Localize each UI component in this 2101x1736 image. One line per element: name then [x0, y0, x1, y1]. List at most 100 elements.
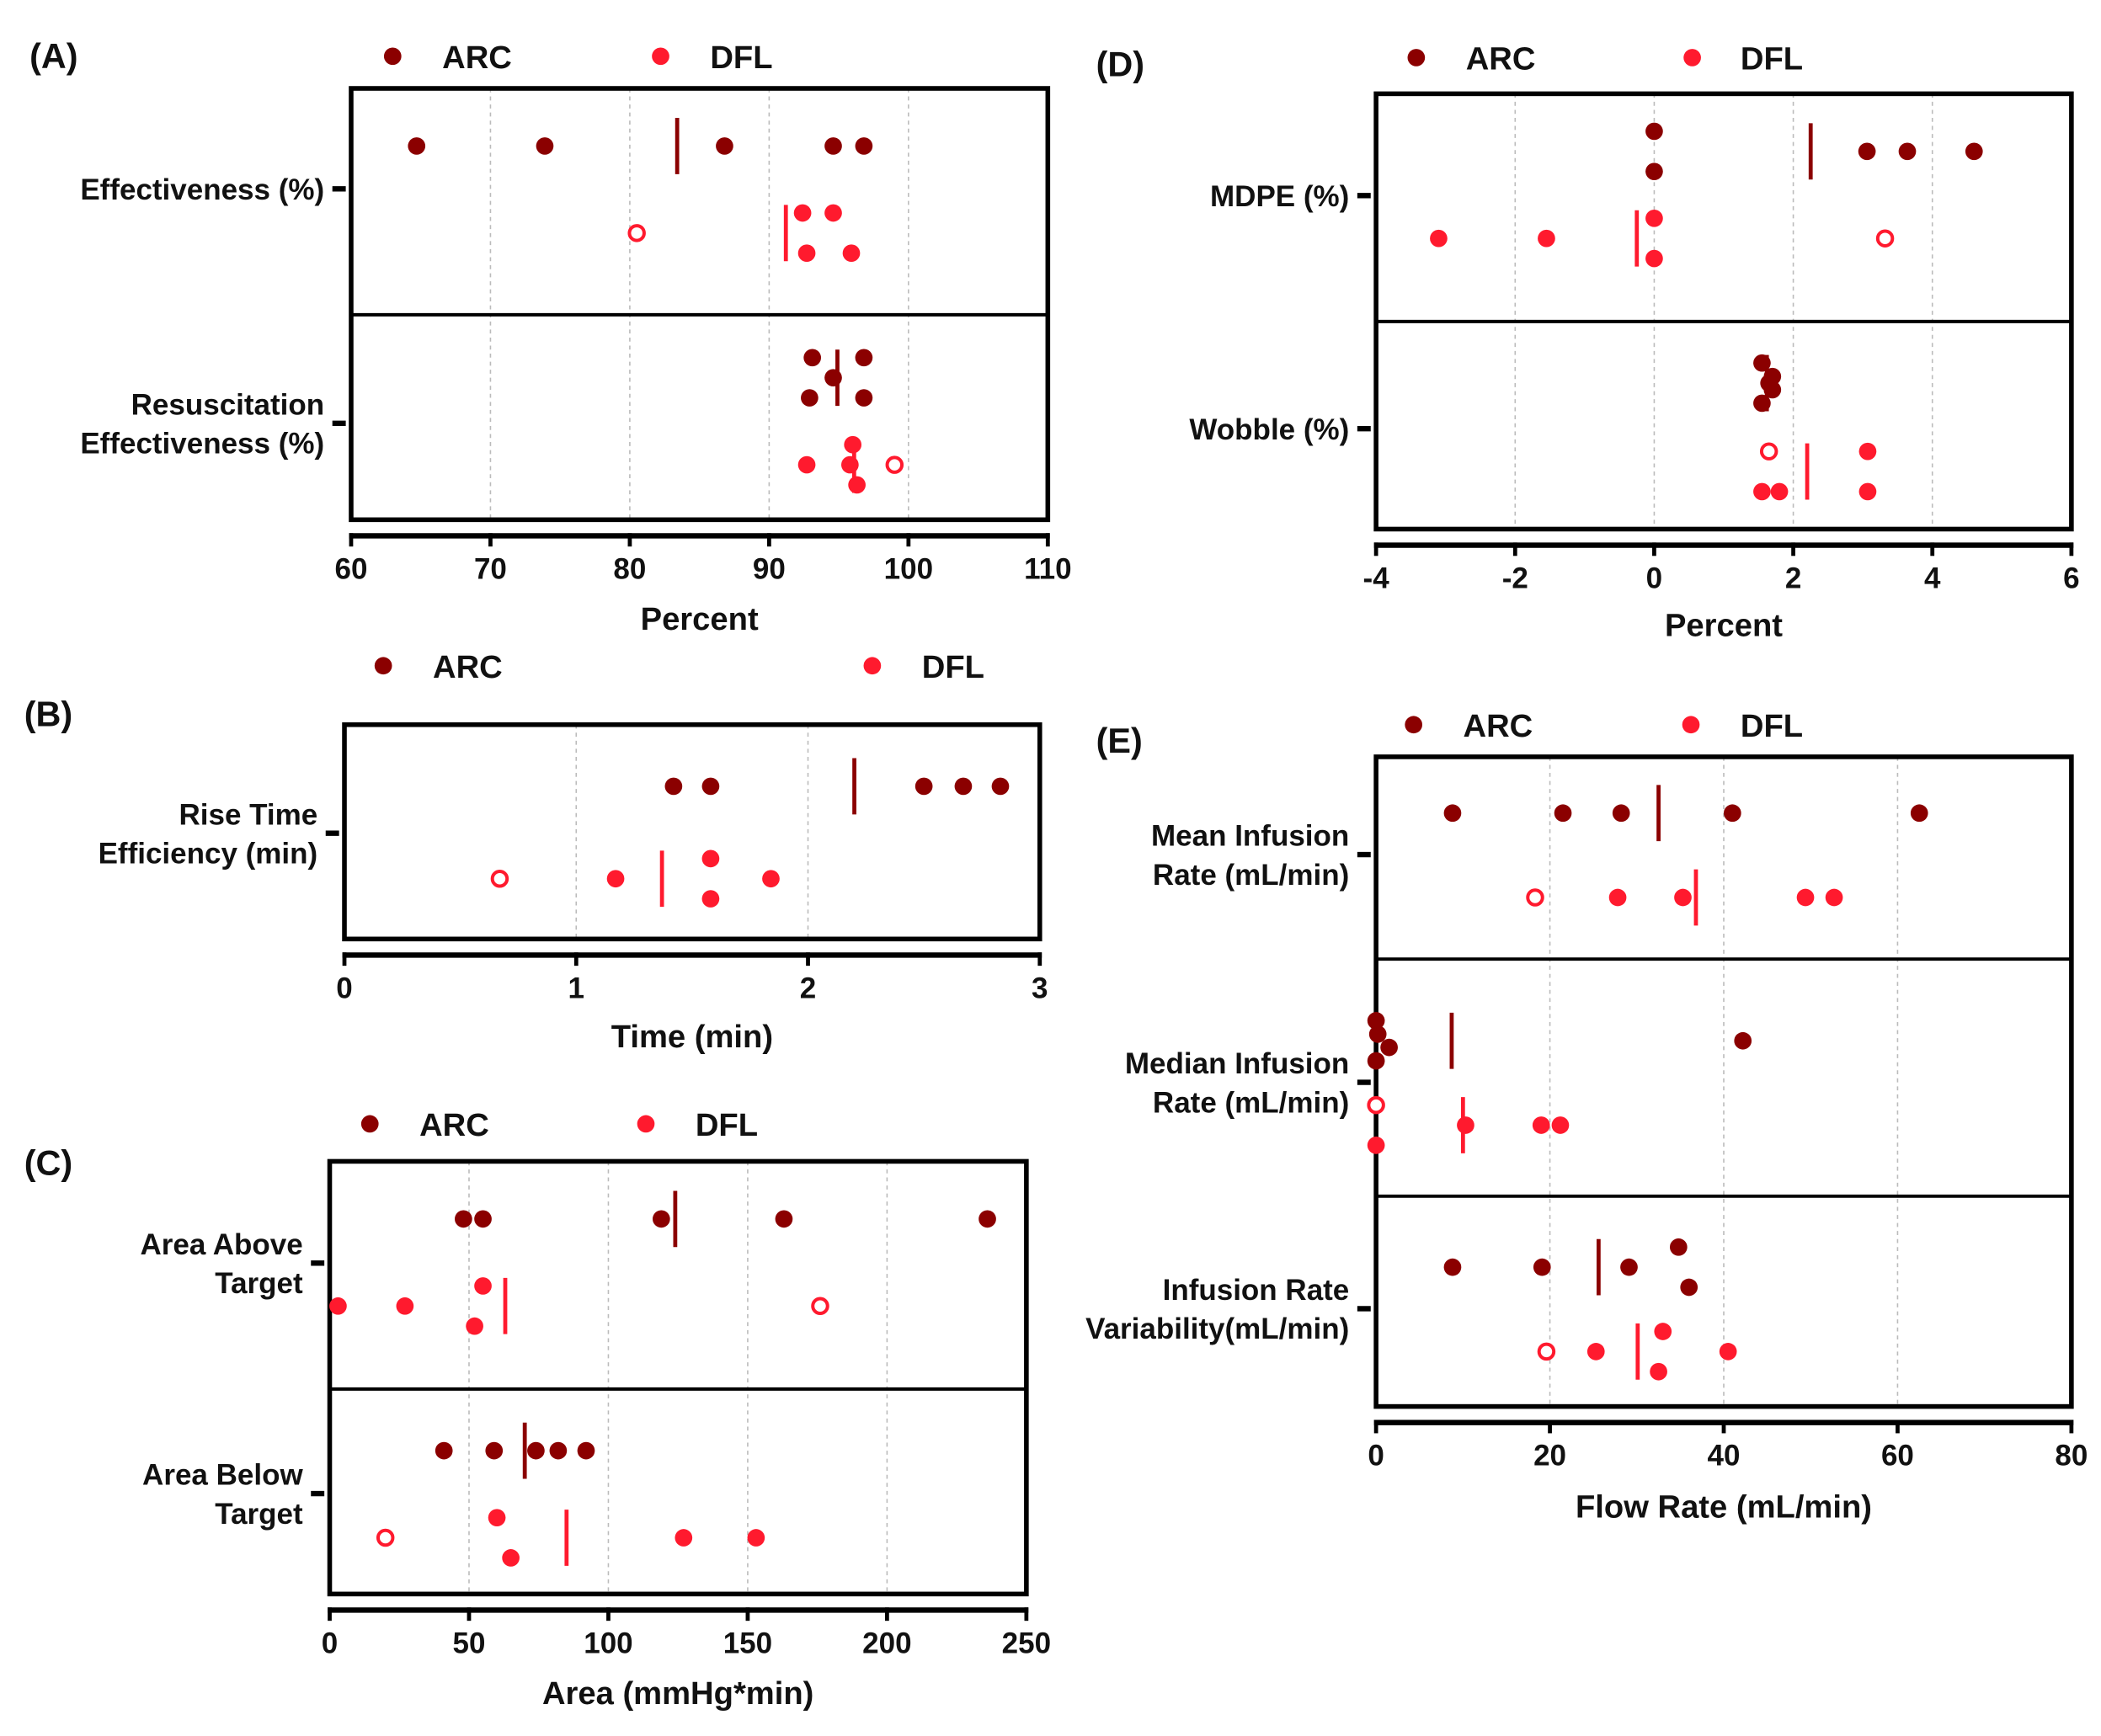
data-point-dfl — [848, 476, 866, 494]
data-point-arc — [1858, 142, 1876, 161]
data-point-dfl — [1608, 888, 1627, 907]
x-axis-title: Time (min) — [611, 1019, 773, 1055]
data-point-arc — [474, 1210, 492, 1228]
panel-label: (E) — [1096, 722, 1143, 760]
data-point-dfl — [793, 204, 812, 222]
x-tick-label: 80 — [2055, 1440, 2088, 1472]
data-point-dfl — [762, 870, 780, 888]
data-point-arc — [536, 137, 554, 155]
x-tick-label: 4 — [1924, 562, 1941, 594]
data-point-dfl — [1654, 1323, 1672, 1340]
data-point-dfl — [466, 1317, 483, 1335]
y-category-label: MDPE (%) — [1210, 180, 1349, 213]
data-point-arc — [1443, 804, 1462, 823]
x-axis-title: Percent — [1665, 608, 1783, 644]
legend-label-dfl: DFL — [1741, 41, 1803, 77]
y-category-label: Rise Time — [179, 798, 317, 831]
data-point-arc — [803, 349, 822, 367]
plot-frame — [327, 1158, 1029, 1597]
data-point-arc — [664, 777, 683, 796]
data-point-arc — [1554, 804, 1572, 823]
data-point-arc — [855, 349, 873, 367]
data-point-dfl — [1796, 888, 1815, 907]
x-tick-label: -2 — [1502, 562, 1528, 594]
plot-frame — [342, 722, 1043, 942]
outlier-point-dfl — [1367, 1095, 1385, 1115]
legend-marker-dfl — [637, 1115, 655, 1133]
data-point-arc — [1734, 1031, 1752, 1050]
x-tick-label: 110 — [1024, 552, 1071, 585]
y-category-label: Efficiency (min) — [99, 837, 318, 870]
x-tick-label: 100 — [584, 1627, 632, 1659]
data-point-arc — [915, 777, 933, 796]
outlier-point-dfl — [376, 1528, 395, 1547]
panel-label: (B) — [24, 695, 72, 733]
y-category-label: Area Above — [140, 1228, 302, 1261]
legend-marker-arc — [360, 1115, 379, 1133]
data-point-arc — [652, 1210, 670, 1228]
x-tick-label: 2 — [800, 972, 816, 1004]
x-tick-label: 0 — [322, 1627, 338, 1659]
data-point-arc — [855, 389, 873, 407]
y-category-label: Rate (mL/min) — [1153, 859, 1349, 892]
data-point-dfl — [797, 244, 816, 263]
panel-label: (D) — [1096, 45, 1144, 84]
data-point-arc — [435, 1441, 453, 1460]
data-point-dfl — [797, 455, 816, 474]
data-point-dfl — [488, 1509, 506, 1527]
legend-label-arc: ARC — [433, 649, 503, 685]
data-point-arc — [716, 137, 733, 155]
legend-marker-dfl — [863, 657, 882, 675]
data-point-arc — [1898, 142, 1917, 161]
data-point-arc — [1645, 162, 1663, 180]
data-point-dfl — [1825, 888, 1843, 907]
legend-marker-dfl — [1682, 716, 1700, 734]
legend-marker-arc — [374, 657, 392, 675]
data-point-dfl — [1586, 1343, 1605, 1361]
x-axis-title: Flow Rate (mL/min) — [1576, 1489, 1872, 1526]
x-tick-label: 90 — [753, 552, 786, 585]
data-point-dfl — [701, 849, 720, 868]
legend-marker-arc — [383, 47, 402, 66]
data-point-dfl — [675, 1529, 693, 1547]
data-point-arc — [1533, 1258, 1551, 1276]
data-point-arc — [1965, 142, 1983, 161]
data-point-dfl — [329, 1297, 347, 1315]
y-category-label: Rate (mL/min) — [1153, 1086, 1349, 1119]
data-point-dfl — [1367, 1137, 1385, 1154]
data-point-dfl — [502, 1549, 520, 1567]
data-point-dfl — [1674, 888, 1692, 907]
data-point-dfl — [842, 244, 861, 263]
data-point-arc — [979, 1210, 996, 1228]
x-tick-label: 200 — [862, 1627, 911, 1659]
legend-label-arc: ARC — [1464, 708, 1533, 744]
y-category-label: Target — [215, 1498, 303, 1531]
data-point-arc — [1443, 1258, 1462, 1276]
data-point-arc — [991, 777, 1010, 796]
data-point-arc — [1910, 804, 1928, 823]
data-point-arc — [1645, 122, 1663, 141]
data-point-dfl — [1645, 209, 1663, 227]
y-category-label: Mean Infusion — [1151, 820, 1349, 853]
data-point-dfl — [1858, 482, 1877, 501]
legend-label-dfl: DFL — [710, 40, 772, 76]
legend-marker-dfl — [1683, 49, 1701, 67]
data-point-dfl — [396, 1297, 414, 1315]
legend-label-dfl: DFL — [1741, 708, 1803, 744]
y-category-label: Effectiveness (%) — [80, 428, 324, 461]
data-point-arc — [1753, 354, 1771, 372]
plot-frame — [1373, 754, 2074, 1409]
data-point-arc — [1380, 1038, 1398, 1057]
y-category-label: Area Below — [142, 1459, 303, 1492]
x-tick-label: 60 — [335, 552, 368, 585]
data-point-arc — [801, 389, 819, 407]
data-point-dfl — [841, 455, 859, 474]
x-axis-title: Percent — [641, 601, 759, 637]
plot-frame — [349, 86, 1051, 523]
data-point-arc — [577, 1441, 595, 1460]
data-point-dfl — [606, 870, 625, 888]
data-point-arc — [824, 137, 842, 155]
x-tick-label: -4 — [1363, 562, 1390, 594]
plot-frame — [1373, 91, 2074, 532]
outlier-point-dfl — [1759, 442, 1778, 461]
